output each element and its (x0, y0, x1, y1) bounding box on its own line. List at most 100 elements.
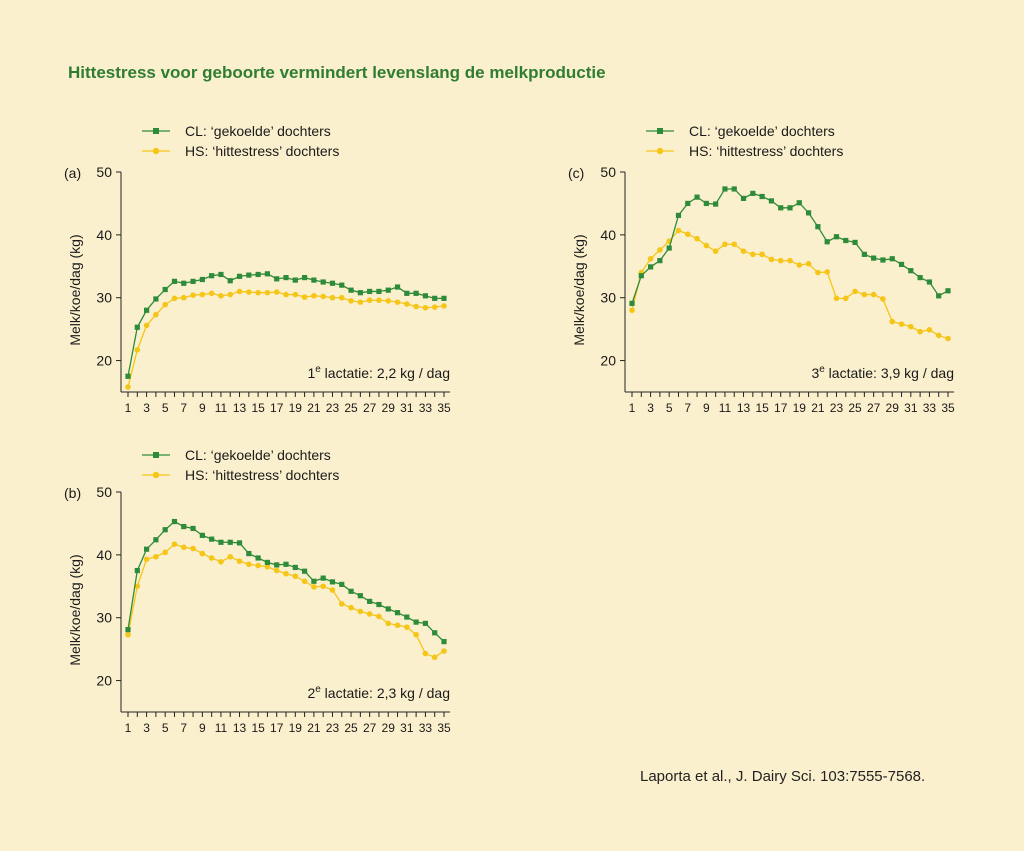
y-tick-label: 50 (96, 164, 112, 180)
data-point-hs (329, 587, 336, 593)
panel-label: (a) (64, 165, 81, 181)
x-tick-label: 9 (703, 401, 710, 415)
data-point-cl (283, 275, 289, 281)
data-point-cl (190, 525, 196, 532)
data-point-cl (227, 539, 233, 545)
data-point-hs (908, 323, 914, 330)
data-point-hs (394, 299, 401, 305)
x-tick-label: 13 (737, 401, 751, 415)
data-point-hs (273, 289, 280, 295)
x-tick-label: 7 (180, 721, 187, 735)
data-point-cl (441, 639, 447, 645)
y-tick-label: 50 (96, 484, 112, 500)
legend-label-hs: HS: ‘hittestress’ dochters (689, 143, 843, 159)
x-tick-label: 17 (774, 401, 788, 415)
x-tick-label: 25 (848, 401, 862, 415)
data-point-hs (684, 231, 691, 238)
data-point-hs (675, 227, 682, 234)
data-point-hs (376, 613, 382, 620)
data-point-cl (852, 239, 858, 245)
data-point-cl (264, 559, 271, 565)
source-citation: Laporta et al., J. Dairy Sci. 103:7555-7… (640, 768, 926, 785)
data-point-hs (889, 318, 896, 325)
y-tick-label: 40 (600, 227, 616, 243)
x-tick-label: 3 (143, 721, 150, 735)
data-point-hs (190, 292, 196, 299)
data-point-cl (348, 287, 354, 293)
legend-label-cl: CL: ‘gekoelde’ dochters (185, 123, 331, 139)
data-point-hs (171, 541, 178, 547)
data-point-cl (236, 273, 243, 279)
data-point-hs (246, 289, 252, 295)
data-point-cl (432, 295, 438, 301)
data-point-cl (824, 239, 830, 245)
data-point-hs (180, 544, 187, 551)
data-point-hs (255, 562, 261, 569)
data-point-hs (301, 578, 308, 585)
data-point-cl (629, 300, 635, 306)
data-point-cl (311, 578, 317, 584)
legend-label-cl: CL: ‘gekoelde’ dochters (689, 123, 835, 139)
data-point-hs (218, 293, 224, 299)
data-point-hs (348, 604, 354, 611)
data-point-cl (936, 293, 942, 299)
data-point-cl (787, 205, 793, 211)
data-point-hs (357, 299, 364, 305)
legend-marker-hs (152, 471, 160, 479)
data-point-cl (181, 523, 187, 530)
data-point-hs (180, 294, 187, 301)
data-point-cl (432, 630, 438, 636)
data-point-cl (339, 282, 345, 288)
data-point-hs (898, 321, 905, 327)
data-point-hs (880, 296, 886, 302)
data-point-hs (945, 335, 951, 342)
data-point-hs (338, 601, 345, 607)
x-tick-label: 5 (162, 401, 169, 415)
data-point-hs (292, 291, 299, 298)
data-point-hs (759, 251, 765, 258)
data-point-hs (143, 556, 150, 563)
x-tick-label: 33 (923, 401, 937, 415)
data-point-cl (367, 288, 373, 295)
panel-label: (c) (568, 165, 584, 181)
data-point-cl (134, 567, 140, 574)
data-point-cl (805, 210, 812, 216)
legend-marker-hs (656, 147, 664, 155)
x-tick-label: 5 (666, 401, 673, 415)
x-tick-label: 15 (251, 401, 265, 415)
data-point-cl (917, 275, 923, 281)
x-tick-label: 35 (437, 721, 451, 735)
data-point-cl (199, 532, 205, 538)
data-point-hs (422, 650, 429, 657)
data-point-hs (208, 555, 215, 561)
x-tick-label: 1 (125, 721, 132, 735)
data-point-hs (143, 322, 150, 329)
data-point-cl (926, 279, 933, 285)
data-point-hs (441, 648, 447, 654)
data-point-cl (385, 287, 391, 293)
data-point-hs (815, 269, 821, 276)
data-point-hs (917, 328, 923, 335)
data-point-hs (264, 289, 271, 296)
data-point-hs (357, 608, 364, 615)
data-point-hs (431, 304, 438, 310)
data-point-hs (777, 257, 784, 264)
legend-marker-cl (153, 452, 159, 458)
x-tick-label: 21 (307, 401, 321, 415)
x-tick-label: 13 (233, 721, 247, 735)
x-tick-label: 27 (363, 721, 377, 735)
data-point-cl (218, 539, 224, 545)
data-point-hs (824, 269, 830, 275)
x-tick-label: 29 (382, 401, 396, 415)
data-point-hs (162, 301, 168, 308)
y-tick-label: 30 (600, 290, 616, 306)
x-tick-label: 35 (437, 401, 451, 415)
data-point-cl (153, 296, 159, 302)
data-point-cl (320, 575, 326, 581)
data-point-cl (750, 190, 756, 196)
data-point-hs (731, 241, 738, 248)
x-tick-label: 5 (162, 721, 169, 735)
data-point-hs (236, 288, 243, 295)
